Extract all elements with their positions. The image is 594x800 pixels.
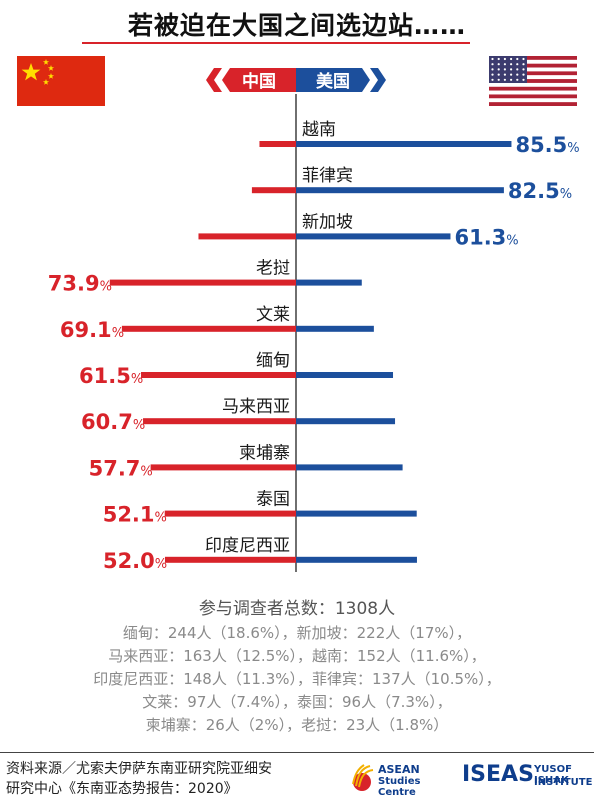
- bar-us: [296, 418, 396, 425]
- iseas-logo-subtext-1: YUSOF ISHAK: [534, 764, 572, 786]
- iseas-logo: ISEAS YUSOF ISHAK INSTITUTE: [462, 762, 592, 794]
- category-label: 新加坡: [302, 212, 353, 232]
- bar-china: [143, 418, 296, 425]
- category-label: 文莱: [256, 305, 290, 325]
- value-label: 85.5%: [515, 133, 579, 157]
- source-line-1: 资料来源／尤索夫伊萨东南亚研究院亚细安: [6, 761, 272, 777]
- asean-logo-text: ASEAN: [378, 763, 420, 776]
- legend-us-chevron: [370, 68, 386, 92]
- legend-us-swatch: [296, 68, 370, 92]
- bar-china: [121, 325, 296, 332]
- stats-line: 柬埔寨：26人（2%），老挝：23人（1.8%）: [145, 716, 449, 734]
- value-label: 61.5%: [79, 364, 143, 388]
- row-4: 文莱 69.1%: [60, 305, 374, 342]
- row-6: 马来西亚 60.7%: [81, 397, 396, 434]
- bar-china: [259, 141, 296, 147]
- stats-line: 马来西亚：163人（12.5%），越南：152人（11.6%），: [108, 647, 486, 665]
- bar-us: [296, 464, 403, 471]
- legend-china-chevron: [206, 68, 222, 92]
- stats-line: 文莱：97人（7.4%），泰国：96人（7.3%），: [142, 693, 452, 711]
- row-9: 印度尼西亚 52.0%: [103, 536, 417, 573]
- iseas-logo-subtext-2: INSTITUTE: [534, 777, 593, 788]
- bar-us: [296, 141, 512, 147]
- legend-us-label: 美国: [316, 71, 350, 92]
- bar-us: [296, 372, 394, 378]
- category-label: 马来西亚: [222, 397, 290, 417]
- us-flag-icon: [489, 56, 577, 107]
- value-label: 73.9%: [48, 272, 112, 296]
- value-label: 57.7%: [89, 456, 153, 480]
- legend-china-swatch: [222, 68, 296, 92]
- category-label: 菲律宾: [302, 166, 353, 186]
- bar-china: [251, 187, 296, 194]
- china-flag-icon: [17, 56, 105, 106]
- bar-us: [296, 510, 417, 517]
- bar-us: [296, 279, 362, 286]
- stats-line: 印度尼西亚：148人（11.3%），菲律宾：137人（10.5%），: [93, 670, 501, 688]
- value-label: 69.1%: [60, 318, 124, 342]
- category-label: 越南: [302, 120, 336, 140]
- value-label: 52.1%: [103, 503, 167, 527]
- legend: 中国 美国: [206, 68, 386, 92]
- asean-studies-centre-logo: ASEAN Studies Centre: [348, 762, 448, 798]
- value-label: 82.5%: [508, 179, 572, 203]
- row-0: 越南 85.5%: [259, 120, 580, 157]
- value-label: 52.0%: [103, 549, 167, 573]
- bar-china: [198, 233, 296, 240]
- category-label: 泰国: [256, 490, 290, 510]
- rice-sheaf-icon: [352, 764, 374, 791]
- value-label: 61.3%: [454, 225, 518, 249]
- category-label: 柬埔寨: [239, 443, 290, 463]
- category-label: 印度尼西亚: [205, 536, 290, 556]
- chart-title: 若被迫在大国之间选边站……: [127, 11, 466, 40]
- row-8: 泰国 52.1%: [103, 490, 417, 527]
- bar-china: [109, 279, 296, 286]
- row-2: 新加坡 61.3%: [198, 212, 519, 249]
- bar-china: [150, 464, 296, 471]
- row-7: 柬埔寨 57.7%: [89, 443, 403, 480]
- respondents-total: 参与调查者总数：1308人: [198, 599, 396, 619]
- source-line-2: 研究中心《东南亚态势报告：2020》: [6, 781, 238, 797]
- footer-divider: [0, 752, 594, 753]
- bar-us: [296, 187, 504, 194]
- bar-china: [141, 372, 296, 378]
- bar-us: [296, 325, 374, 332]
- value-label: 60.7%: [81, 410, 145, 434]
- row-5: 缅甸 61.5%: [79, 351, 394, 388]
- stats-line: 缅甸：244人（18.6%），新加坡：222人（17%），: [122, 624, 472, 642]
- bar-china: [164, 556, 296, 563]
- title-underline: [82, 42, 470, 44]
- category-label: 缅甸: [256, 351, 290, 371]
- category-label: 老挝: [256, 259, 290, 279]
- asean-logo-subtext: Studies Centre: [378, 776, 421, 798]
- bar-us: [296, 556, 417, 563]
- row-3: 老挝 73.9%: [48, 259, 362, 296]
- iseas-logo-text: ISEAS: [462, 762, 534, 787]
- bar-china: [164, 510, 296, 517]
- row-1: 菲律宾 82.5%: [251, 166, 572, 203]
- bar-us: [296, 233, 451, 240]
- legend-china-label: 中国: [242, 71, 276, 92]
